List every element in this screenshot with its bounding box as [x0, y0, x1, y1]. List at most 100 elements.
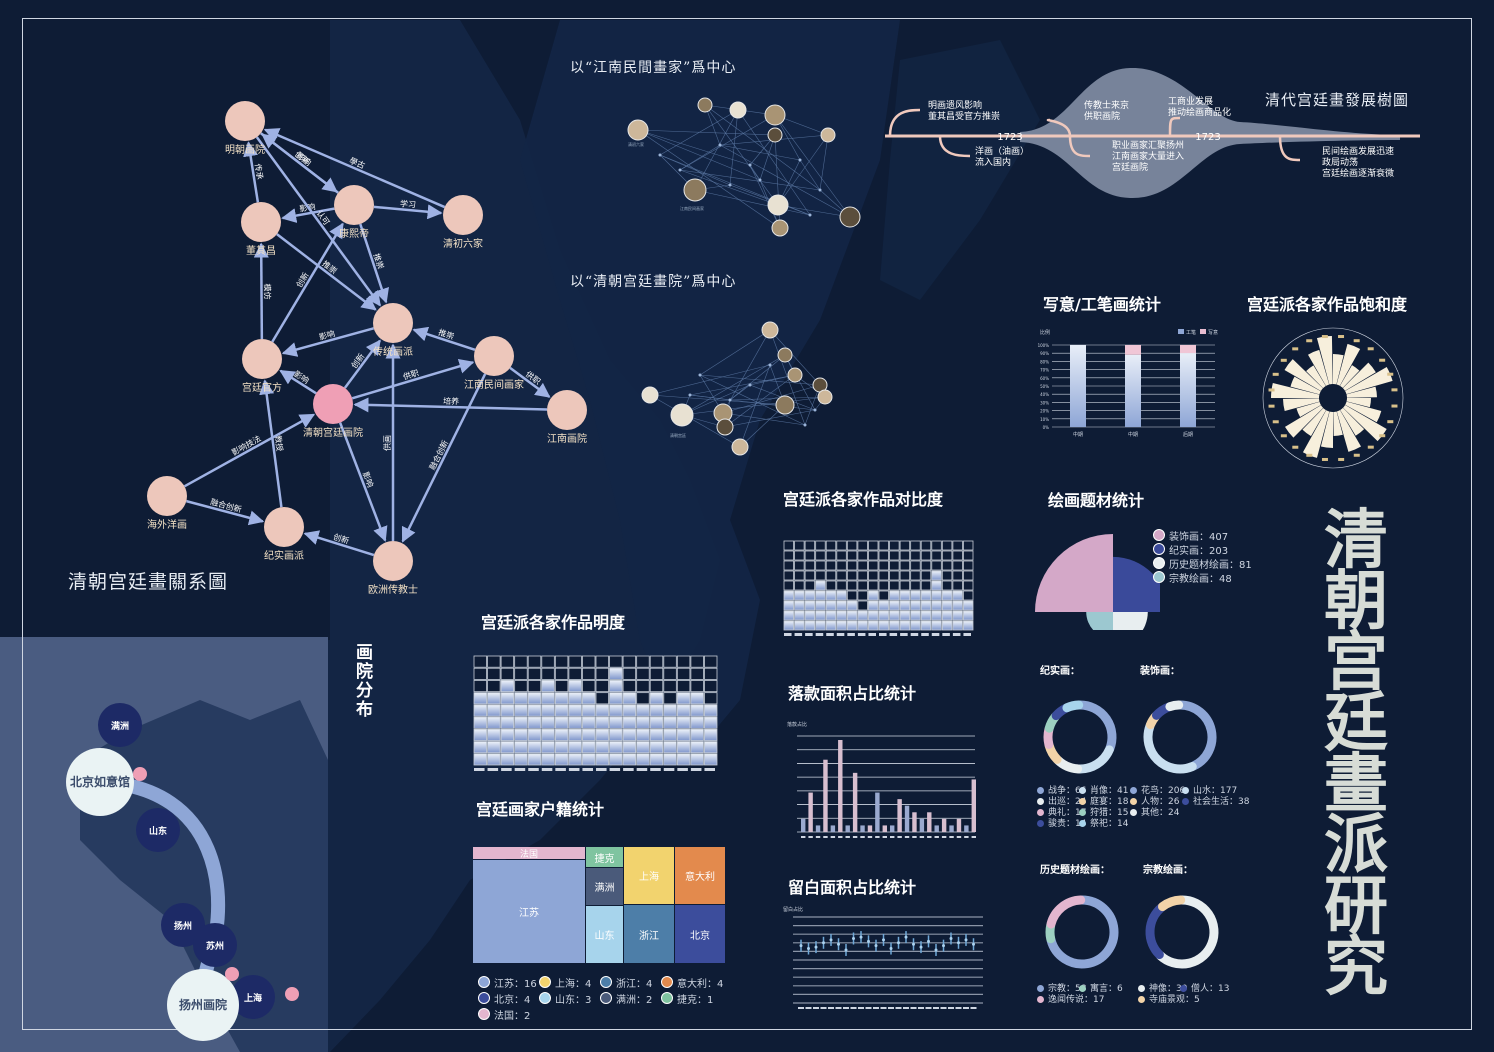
grid-cell [846, 610, 858, 621]
x-tick-label [919, 836, 925, 838]
x-tick-label [964, 836, 969, 838]
grid-cell [804, 540, 816, 551]
saturation-label-mark [1353, 453, 1360, 457]
legend-swatch [1200, 329, 1206, 334]
constellation-label: 江南民间画家 [680, 205, 704, 211]
timeline-note: 职业画家汇聚扬州 [1112, 139, 1184, 151]
grid-cell [582, 716, 596, 729]
constellation-link [689, 374, 796, 396]
grid-cell [889, 600, 900, 611]
grid-cell [582, 692, 596, 705]
luokuan-bar [934, 825, 939, 832]
network-node-label: 欧洲传教士 [368, 583, 418, 596]
constellation-dot [718, 143, 722, 147]
donut-legend-item: 寓言：6 [1079, 981, 1123, 994]
grid-cell [636, 741, 650, 754]
x-tick-label [823, 836, 828, 838]
legend-dot [1130, 787, 1137, 794]
constellation-dot [813, 408, 817, 412]
grid-cell [514, 716, 528, 729]
constellation-link [679, 169, 821, 191]
legend-dot [1037, 787, 1044, 794]
liubai-point [964, 938, 968, 942]
grid-cell [554, 753, 569, 766]
grid-cell [910, 540, 921, 551]
grid-cell [910, 570, 921, 581]
grid-cell [804, 610, 816, 621]
legend-text: 意大利：4 [677, 979, 724, 990]
legend-dot [1153, 529, 1165, 541]
luokuan-bar [919, 818, 925, 832]
grid-cell [541, 741, 555, 754]
x-tick-label [904, 836, 910, 838]
grid-cell [836, 620, 847, 631]
grid-cell [704, 753, 718, 766]
luokuan-bar [852, 772, 858, 832]
legend-dot [478, 992, 490, 1004]
grid-col-label [555, 768, 566, 771]
liubai-title: 留白面积占比统计 [788, 878, 917, 897]
donut-legend-item: 庭宴：18 [1079, 794, 1128, 807]
saturation-label-mark [1367, 347, 1374, 351]
saturation-sector [1283, 398, 1320, 411]
x-tick-label [927, 836, 932, 838]
x-tick-label [852, 836, 858, 838]
donut-legend-item: 山水：177 [1182, 783, 1237, 796]
grid-cell [878, 550, 889, 561]
grid-cell [663, 655, 677, 668]
grid-cell [963, 610, 974, 621]
donut-jishi-title: 纪实画： [1040, 666, 1080, 677]
grid-cell [910, 560, 921, 571]
grid-cell [889, 580, 900, 591]
legend-dot [539, 976, 551, 988]
grid-cell [878, 540, 889, 551]
legend-dot [1079, 985, 1086, 992]
network-node-label: 清朝宫廷画院 [303, 426, 363, 439]
legend-dot [1037, 985, 1044, 992]
saturation-label-mark [1387, 420, 1394, 424]
network-node [225, 101, 265, 141]
constellation-link [759, 134, 776, 181]
grid-cell [582, 667, 596, 680]
grid-cell [649, 692, 664, 705]
x-tick-label [888, 1007, 894, 1009]
constellation-painting [641, 386, 659, 404]
liubai-chart: 留白占比 [783, 906, 983, 1009]
grid-cell [825, 620, 837, 631]
constellation-link [637, 129, 751, 166]
grid-cell [804, 550, 816, 561]
grid-cell [514, 728, 528, 741]
network-edge [260, 132, 338, 193]
network-node-label: 清初六家 [443, 237, 483, 250]
grid-cell [663, 704, 677, 717]
grid-cell [952, 540, 963, 551]
grid-cell [963, 550, 974, 561]
legend-text: 历史题材绘画：81 [1169, 560, 1252, 571]
saturation-sector [1302, 408, 1326, 437]
tick-label: 20% [1040, 409, 1049, 414]
saturation-label-mark [1379, 434, 1386, 438]
constellation-link [679, 169, 779, 206]
network-node-label: 江南民间画家 [464, 378, 524, 391]
grid-cell [527, 716, 542, 729]
network-node-label: 明朝画院 [225, 143, 265, 156]
rose-sector [1113, 612, 1148, 630]
constellation-title-1: 以“江南民間畫家”爲中心 [570, 60, 737, 76]
network-node [443, 195, 483, 235]
constellation-link [659, 109, 739, 156]
donut-segment [1175, 700, 1217, 771]
grid-cell [846, 560, 858, 571]
donut-legend-item: 肖像：41 [1079, 783, 1128, 796]
grid-cell [825, 590, 837, 601]
constellation-painting [731, 438, 749, 456]
network-node-label: 宫廷官方 [242, 381, 282, 394]
grid-cell [899, 550, 911, 561]
constellation-link [729, 396, 826, 401]
network-node [264, 507, 304, 547]
grid-cell [595, 680, 609, 693]
constellation-dot [658, 153, 662, 157]
legend-dot [1130, 798, 1137, 805]
timeline-note: 江南画家大量进入 [1112, 150, 1184, 162]
grid-cell [704, 655, 718, 668]
